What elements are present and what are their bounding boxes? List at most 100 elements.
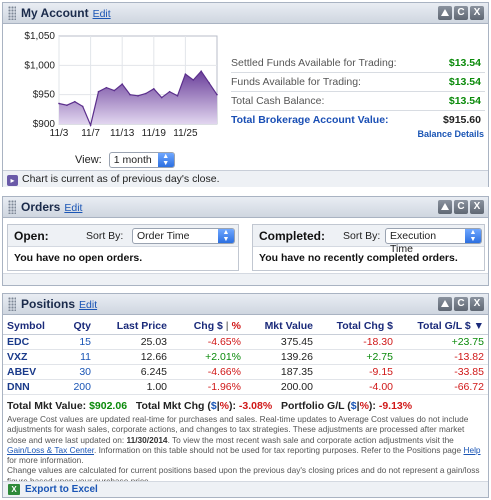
data-point [121, 83, 123, 85]
minimize-icon[interactable] [438, 6, 452, 20]
gl-dollar-toggle[interactable]: $ [350, 400, 357, 412]
chart-note: ▸ Chart is current as of previous day's c… [3, 170, 488, 187]
close-icon[interactable]: X [470, 297, 484, 311]
table-row: VXZ 11 12.66 +2.01% 139.26 +2.75 -13.82 [3, 349, 488, 365]
chart-note-text: Chart is current as of previous day's cl… [22, 173, 220, 185]
col-qty[interactable]: Qty [65, 318, 95, 335]
y-tick-label: $1,000 [24, 60, 55, 71]
total-gl-cell: -66.72 [397, 379, 488, 395]
orders-edit-link[interactable]: Edit [64, 202, 83, 214]
positions-title: Positions Edit [21, 297, 97, 311]
total-chg-dollar-toggle[interactable]: $ [210, 400, 217, 412]
total-chg-cell: -18.30 [317, 334, 397, 350]
total-mkt-value-label: Total Mkt Value: [7, 400, 87, 412]
total-mkt-value: $902.06 [89, 400, 128, 412]
col-chg-pct: % [231, 319, 241, 332]
cash-balance-row: Total Cash Balance: $13.54 [231, 92, 485, 111]
account-panel: My Account Edit C X $1,050 $1,000 $950 $900 1… [2, 2, 489, 187]
open-sort-label: Sort By: [86, 230, 124, 242]
data-point [89, 124, 92, 126]
col-chg[interactable]: Chg $ | % [171, 318, 245, 335]
positions-disclaimer: Average Cost values are updated real-tim… [7, 414, 484, 486]
funds-available-row: Funds Available for Trading: $13.54 [231, 73, 485, 92]
drag-handle-icon[interactable] [8, 297, 16, 311]
qty-cell[interactable]: 30 [65, 364, 95, 380]
symbol-link[interactable]: ABEV [3, 364, 65, 380]
positions-title-text: Positions [21, 297, 76, 311]
disclaimer-text-3: . Information on this table should not b… [94, 444, 462, 455]
x-tick-label: 11/3 [50, 128, 69, 139]
qty-cell[interactable]: 200 [65, 379, 95, 395]
data-point [105, 86, 108, 89]
view-range-value: 1 month [113, 154, 152, 166]
balance-details-link[interactable]: Balance Details [417, 129, 484, 139]
funds-available-label: Funds Available for Trading: [231, 76, 361, 88]
gain-loss-tax-center-link[interactable]: Gain/Loss & Tax Center [7, 444, 95, 455]
account-title-text: My Account [21, 6, 89, 20]
export-to-excel-link[interactable]: Export to Excel [25, 484, 98, 495]
completed-sort-value: Execution Time [390, 230, 437, 255]
disclaimer-text-2: . To view the most recent wash sale and … [167, 434, 454, 445]
orders-footer [3, 273, 488, 285]
data-point [113, 89, 116, 92]
col-total-chg[interactable]: Total Chg $ [317, 318, 397, 335]
data-point [58, 102, 60, 105]
col-total-gl[interactable]: Total G/L $ ▼ [397, 318, 488, 335]
chg-cell: +2.01% [171, 349, 245, 365]
data-point [153, 88, 155, 90]
account-edit-link[interactable]: Edit [92, 8, 111, 20]
disclaimer-text-5: Change values are calculated for current… [7, 465, 480, 485]
view-range-select[interactable]: 1 month ▲ ▼ [108, 152, 175, 168]
orders-titlebar: Orders Edit C X [3, 197, 488, 218]
y-tick-label: $950 [33, 90, 56, 101]
data-point [145, 92, 147, 95]
total-chg-cell: -9.15 [317, 364, 397, 380]
total-chg-pct-toggle[interactable]: % [219, 400, 229, 412]
positions-edit-link[interactable]: Edit [79, 299, 98, 311]
total-mkt-chg-label: Total Mkt Chg ( [135, 400, 211, 412]
x-tick-label: 11/7 [81, 128, 100, 139]
drag-handle-icon[interactable] [8, 200, 16, 214]
x-tick-label: 11/25 [173, 128, 198, 139]
info-icon: ▸ [7, 175, 18, 186]
col-symbol[interactable]: Symbol [3, 318, 65, 335]
symbol-link[interactable]: EDC [3, 334, 65, 350]
last-price-cell: 6.245 [95, 364, 171, 380]
orders-title-text: Orders [21, 200, 61, 214]
data-point [208, 82, 210, 84]
help-link[interactable]: Help [463, 444, 481, 455]
x-tick-label: 11/13 [110, 128, 135, 139]
minimize-icon[interactable] [438, 297, 452, 311]
gl-pct-toggle[interactable]: % [359, 400, 369, 412]
open-orders-message: You have no open orders. [14, 252, 143, 264]
series-area [59, 71, 217, 126]
account-value-label[interactable]: Total Brokerage Account Value: [231, 114, 389, 126]
open-sort-select[interactable]: Order Time ▲ ▼ [132, 228, 235, 244]
table-row: EDC 15 25.03 -4.65% 375.45 -18.30 +23.75 [3, 334, 488, 350]
positions-panel: Positions Edit C X Symbol Qty Last Price … [2, 293, 489, 498]
close-icon[interactable]: X [470, 6, 484, 20]
drag-handle-icon[interactable] [8, 6, 16, 20]
qty-cell[interactable]: 15 [65, 334, 95, 350]
excel-icon[interactable]: X [8, 484, 20, 495]
completed-orders-message: You have no recently completed orders. [259, 252, 458, 264]
portfolio-gl-label: Portfolio G/L ( [280, 400, 351, 412]
minimize-icon[interactable] [438, 200, 452, 214]
close-icon[interactable]: X [470, 200, 484, 214]
total-gl-cell: -13.82 [397, 349, 488, 365]
gl-close: ): [368, 400, 376, 412]
select-arrows-icon: ▲ ▼ [218, 229, 234, 243]
qty-cell[interactable]: 11 [65, 349, 95, 365]
refresh-icon[interactable]: C [454, 297, 468, 311]
data-point [137, 95, 139, 97]
refresh-icon[interactable]: C [454, 200, 468, 214]
refresh-icon[interactable]: C [454, 6, 468, 20]
completed-sort-select[interactable]: Execution Time ▲ ▼ [385, 228, 482, 255]
col-last-price[interactable]: Last Price [95, 318, 171, 335]
symbol-link[interactable]: DNN [3, 379, 65, 395]
symbol-link[interactable]: VXZ [3, 349, 65, 365]
completed-sort-label: Sort By: [343, 230, 381, 242]
col-mkt-value[interactable]: Mkt Value [245, 318, 317, 335]
open-sort-value: Order Time [137, 230, 190, 242]
data-point [192, 79, 195, 81]
